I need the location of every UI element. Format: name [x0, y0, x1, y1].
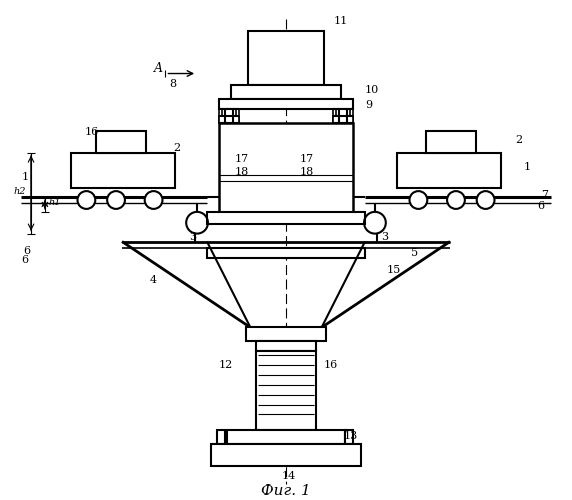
Text: 13: 13: [343, 431, 358, 441]
Text: 2: 2: [515, 134, 522, 144]
Bar: [70, 152, 176, 188]
Text: 11: 11: [333, 16, 348, 26]
Text: 4: 4: [150, 275, 157, 285]
Circle shape: [145, 191, 162, 209]
Text: A: A: [154, 62, 162, 75]
Bar: [217, 430, 225, 444]
Bar: [426, 131, 476, 152]
Circle shape: [476, 191, 495, 209]
Text: 15: 15: [387, 265, 401, 275]
Bar: [219, 99, 353, 109]
Bar: [345, 430, 353, 444]
Circle shape: [447, 191, 465, 209]
Bar: [336, 109, 350, 116]
Text: 16: 16: [324, 360, 338, 370]
Text: 6: 6: [537, 201, 544, 211]
Bar: [231, 86, 341, 99]
Text: 10: 10: [365, 86, 379, 96]
Text: 3: 3: [189, 232, 196, 241]
Text: Фиг. 1: Фиг. 1: [261, 484, 311, 498]
Text: 7: 7: [541, 190, 548, 200]
Circle shape: [410, 191, 427, 209]
Text: 6: 6: [21, 256, 28, 266]
Text: 1: 1: [523, 162, 530, 172]
Bar: [219, 123, 353, 212]
Bar: [96, 131, 146, 152]
Bar: [256, 351, 316, 430]
Bar: [333, 109, 353, 123]
Bar: [248, 31, 324, 86]
Text: 3: 3: [381, 232, 388, 241]
Text: 5: 5: [411, 248, 418, 258]
Text: 2: 2: [173, 142, 181, 152]
Text: 6: 6: [23, 246, 30, 256]
Bar: [227, 430, 345, 444]
Text: h2: h2: [13, 186, 26, 196]
Circle shape: [77, 191, 96, 209]
Bar: [222, 109, 236, 116]
Bar: [256, 342, 316, 351]
Text: h1: h1: [49, 198, 61, 207]
Bar: [207, 248, 365, 258]
Text: 18: 18: [300, 168, 314, 177]
Text: 16: 16: [85, 127, 98, 137]
Bar: [207, 212, 365, 224]
Text: 1: 1: [21, 172, 28, 182]
Text: 14: 14: [282, 470, 296, 480]
Bar: [247, 328, 325, 342]
Bar: [333, 116, 353, 123]
Text: 17: 17: [235, 154, 249, 164]
Text: 9: 9: [365, 100, 372, 110]
Bar: [396, 152, 502, 188]
Text: 17: 17: [300, 154, 314, 164]
Bar: [211, 444, 361, 466]
Text: 12: 12: [219, 360, 233, 370]
Text: 8: 8: [169, 80, 177, 90]
Text: 18: 18: [235, 168, 249, 177]
Circle shape: [107, 191, 125, 209]
Bar: [219, 109, 239, 123]
Bar: [219, 116, 239, 123]
